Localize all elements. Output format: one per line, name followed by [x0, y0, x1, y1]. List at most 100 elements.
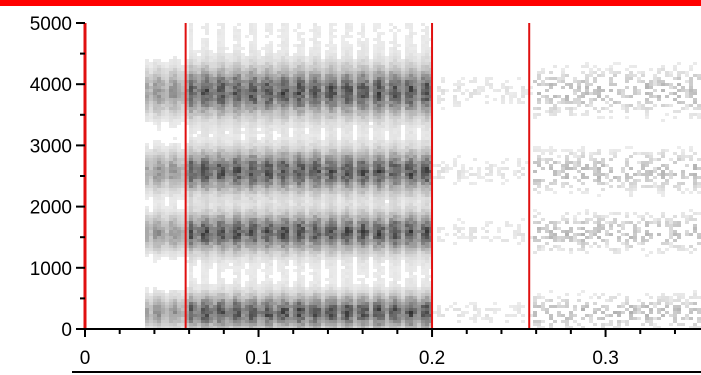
spectrogram-cell [365, 146, 369, 149]
spectrogram-cell [169, 245, 173, 248]
spectrogram-cell [257, 305, 261, 308]
spectrogram-cell [265, 161, 269, 164]
spectrogram-cell [357, 260, 361, 263]
spectrogram-cell [305, 158, 309, 161]
spectrogram-cell [265, 326, 269, 329]
spectrogram-cell [285, 176, 289, 179]
spectrogram-cell [317, 230, 321, 233]
spectrogram-cell [273, 116, 277, 119]
spectrogram-cell [177, 104, 181, 107]
spectrogram-cell [357, 245, 361, 248]
spectrogram-cell [325, 305, 329, 308]
spectrogram-cell [193, 197, 197, 200]
spectrogram-cell [217, 176, 221, 179]
spectrogram-cell [365, 320, 369, 323]
spectrogram-cell [289, 86, 293, 89]
spectrogram-cell [345, 53, 349, 56]
spectrogram-cell [209, 104, 213, 107]
spectrogram-cell [325, 164, 329, 167]
spectrogram-cell [257, 296, 261, 299]
spectrogram-cell [341, 86, 345, 89]
spectrogram-cell [233, 158, 237, 161]
spectrogram-cell [253, 323, 257, 326]
spectrogram-cell [201, 323, 205, 326]
spectrogram-cell [225, 257, 229, 260]
spectrogram-cell [301, 65, 305, 68]
spectrogram-cell [325, 197, 329, 200]
spectrogram-cell [321, 155, 325, 158]
spectrogram-cell [173, 62, 177, 65]
spectrogram-cell [253, 209, 257, 212]
spectrogram-cell [205, 218, 209, 221]
spectrogram-cell [269, 278, 273, 281]
spectrogram-cell [193, 305, 197, 308]
spectrogram-cell [185, 230, 189, 233]
spectrogram-cell [217, 158, 221, 161]
spectrogram-cell [349, 194, 353, 197]
spectrogram-cell [309, 284, 313, 287]
spectrogram-cell [213, 161, 217, 164]
spectrogram-cell [289, 308, 293, 311]
spectrogram-cell [273, 59, 277, 62]
spectrogram-cell [349, 206, 353, 209]
spectrogram-cell [249, 239, 253, 242]
spectrogram-cell [165, 92, 169, 95]
spectrogram-cell [153, 92, 157, 95]
spectrogram-cell [153, 173, 157, 176]
spectrogram-cell [261, 65, 265, 68]
spectrogram-cell [357, 278, 361, 281]
spectrogram-cell [261, 137, 265, 140]
spectrogram-cell [225, 86, 229, 89]
spectrogram-cell [257, 131, 261, 134]
spectrogram-cell [249, 275, 253, 278]
spectrogram-cell [305, 245, 309, 248]
spectrogram-cell [213, 77, 217, 80]
spectrogram-cell [341, 197, 345, 200]
spectrogram-cell [217, 317, 221, 320]
spectrogram-cell [265, 290, 269, 293]
spectrogram-cell [201, 74, 205, 77]
spectrogram-cell [249, 167, 253, 170]
spectrogram-cell [293, 65, 297, 68]
spectrogram-cell [281, 194, 285, 197]
spectrogram-cell [173, 188, 177, 191]
spectrogram-cell [317, 119, 321, 122]
spectrogram-cell [233, 206, 237, 209]
spectrogram-cell [301, 161, 305, 164]
spectrogram-cell [217, 203, 221, 206]
spectrogram-cell [345, 299, 349, 302]
spectrogram-cell [289, 209, 293, 212]
spectrogram-cell [177, 224, 181, 227]
spectrogram-cell [357, 41, 361, 44]
spectrogram-cell [277, 131, 281, 134]
spectrogram-cell [293, 80, 297, 83]
spectrogram-cell [217, 71, 221, 74]
spectrogram-cell [329, 95, 333, 98]
spectrogram-cell [301, 149, 305, 152]
spectrogram-cell [293, 77, 297, 80]
spectrogram-cell [289, 74, 293, 77]
spectrogram-cell [205, 86, 209, 89]
spectrogram-cell [201, 140, 205, 143]
spectrogram-cell [201, 206, 205, 209]
spectrogram-cell [345, 86, 349, 89]
spectrogram-cell [313, 107, 317, 110]
spectrogram-cell [317, 77, 321, 80]
spectrogram-cell [189, 110, 193, 113]
spectrogram-cell [297, 296, 301, 299]
spectrogram-cell [173, 209, 177, 212]
spectrogram-cell [241, 170, 245, 173]
spectrogram-cell [353, 89, 357, 92]
spectrogram-cell [321, 215, 325, 218]
spectrogram-cell [173, 323, 177, 326]
spectrogram-cell [333, 290, 337, 293]
spectrogram-cell [197, 224, 201, 227]
spectrogram-cell [285, 206, 289, 209]
spectrogram-cell [245, 284, 249, 287]
spectrogram-cell [281, 101, 285, 104]
spectrogram-cell [173, 203, 177, 206]
spectrogram-cell [145, 95, 149, 98]
spectrogram-cell [221, 59, 225, 62]
spectrogram-cell [361, 191, 365, 194]
spectrogram-cell [245, 149, 249, 152]
